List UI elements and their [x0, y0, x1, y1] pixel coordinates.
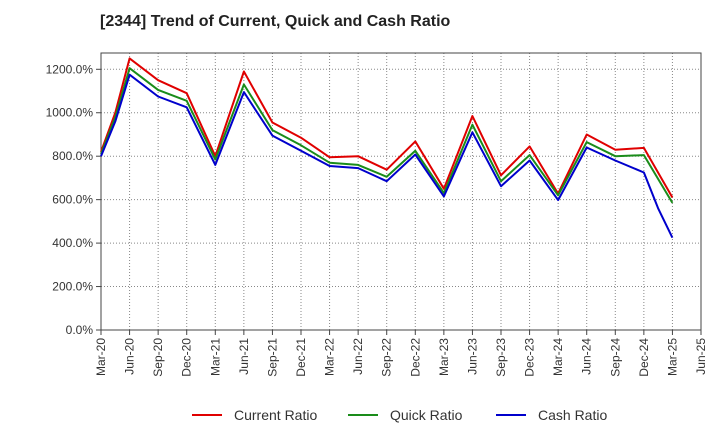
x-tick-label: Jun-24	[580, 338, 594, 375]
y-tick-label: 400.0%	[52, 236, 93, 250]
x-tick-label: Mar-20	[94, 338, 108, 376]
y-tick-label: 200.0%	[52, 280, 93, 294]
y-tick-label: 600.0%	[52, 193, 93, 207]
chart-title: [2344] Trend of Current, Quick and Cash …	[100, 13, 451, 30]
x-tick-label: Sep-24	[608, 338, 622, 377]
x-tick-label: Sep-21	[265, 338, 279, 377]
cash-ratio-line	[100, 73, 674, 239]
quick-ratio-legend-label: Quick Ratio	[390, 407, 463, 423]
x-tick-label: Mar-25	[665, 338, 679, 376]
y-tick-label: 0.0%	[66, 323, 94, 337]
x-tick-label: Jun-25	[694, 338, 708, 375]
x-tick-label: Sep-22	[380, 338, 394, 377]
x-tick-label: Dec-21	[294, 338, 308, 377]
cash-ratio-legend-label: Cash Ratio	[538, 407, 607, 423]
axes: 0.0% 200.0% 400.0% 600.0% 800.0% 1000.0% 1200.…	[46, 52, 708, 377]
x-tick-label: Jun-21	[237, 338, 251, 375]
plot-area-frame	[100, 52, 702, 331]
x-tick-label: Jun-22	[351, 338, 365, 375]
series-lines	[100, 57, 674, 239]
current-ratio-legend-label: Current Ratio	[234, 407, 317, 423]
x-tick-label: Dec-20	[180, 338, 194, 377]
current-ratio-line	[100, 57, 674, 198]
x-tick-label: Sep-20	[151, 338, 165, 377]
y-tick-label: 1200.0%	[46, 62, 94, 76]
x-tick-label: Dec-23	[523, 338, 537, 377]
x-tick-label: Jun-20	[123, 338, 137, 375]
x-tick-label: Sep-23	[494, 338, 508, 377]
x-tick-label: Mar-22	[323, 338, 337, 376]
x-tick-label: Dec-24	[637, 338, 651, 377]
x-tick-label: Jun-23	[465, 338, 479, 375]
legend: Current Ratio Quick Ratio Cash Ratio	[192, 407, 607, 423]
y-tick-label: 800.0%	[52, 149, 93, 163]
x-tick-label: Mar-21	[208, 338, 222, 376]
x-tick-label: Dec-22	[408, 338, 422, 377]
x-tick-label: Mar-24	[551, 338, 565, 376]
gridlines	[100, 53, 702, 331]
x-tick-label: Mar-23	[437, 338, 451, 376]
quick-ratio-line	[100, 67, 674, 204]
y-tick-label: 1000.0%	[46, 106, 94, 120]
